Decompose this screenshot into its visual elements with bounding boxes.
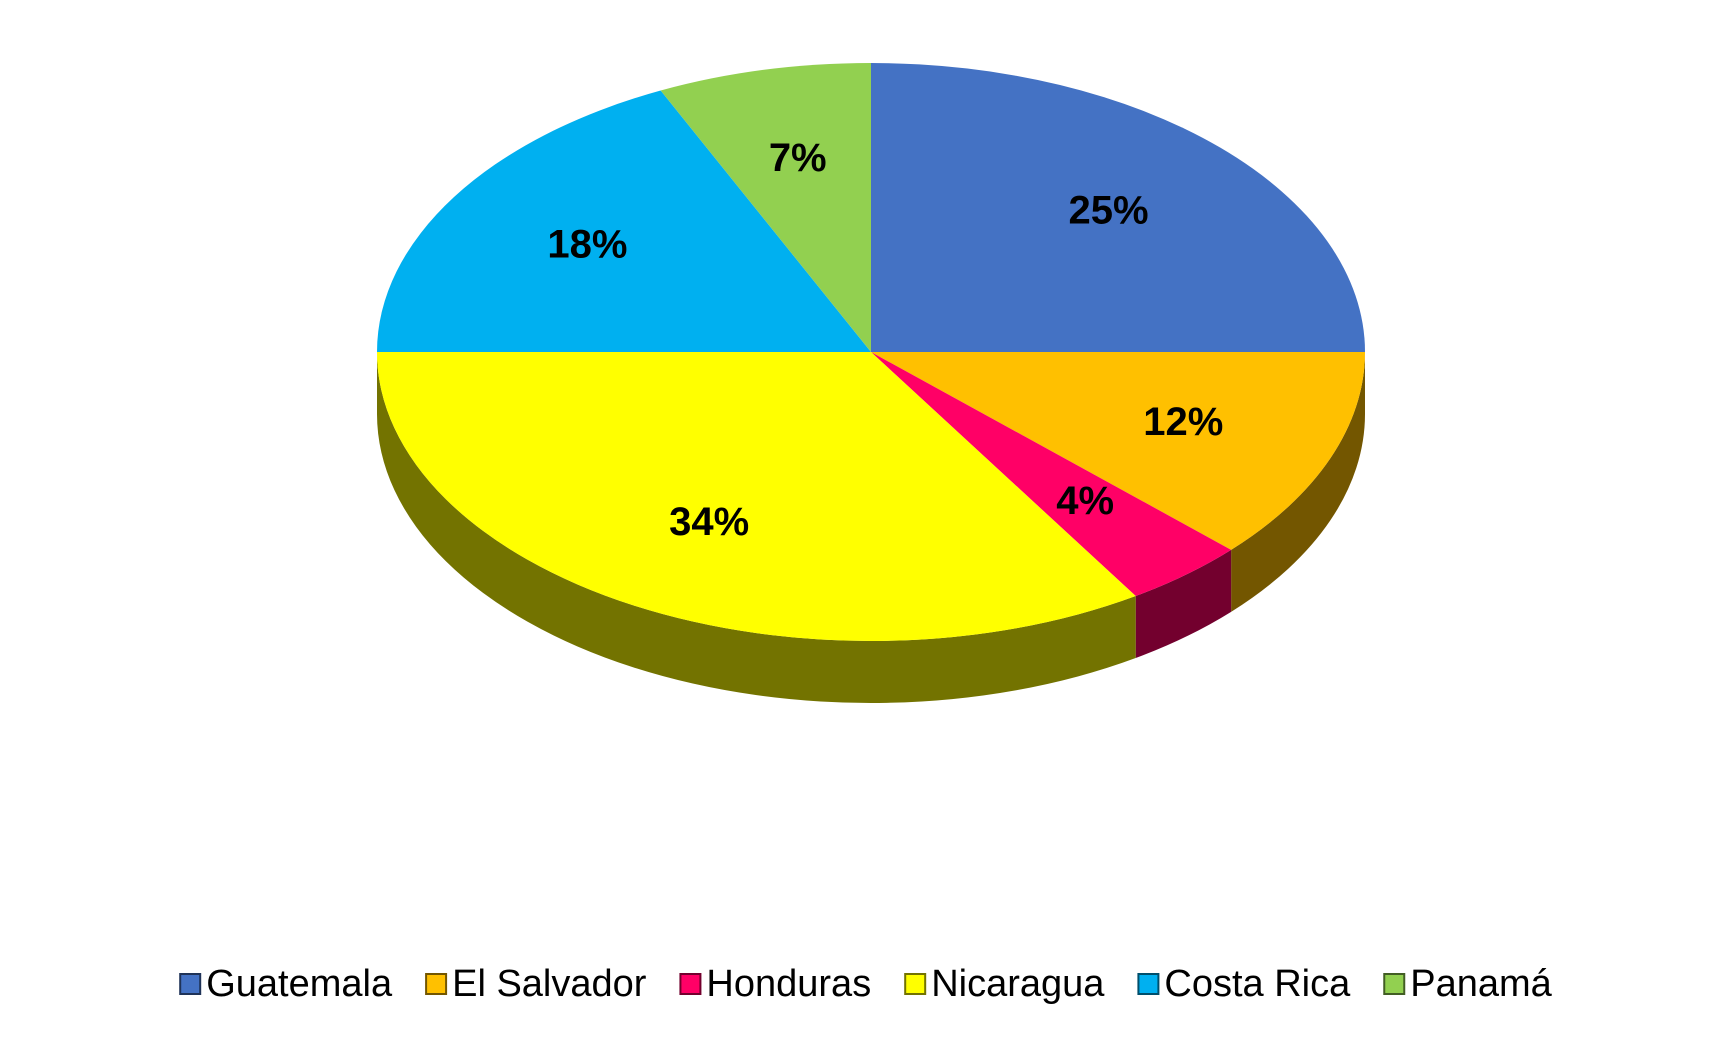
legend-label: El Salvador — [452, 963, 647, 1005]
pie-side — [1231, 352, 1365, 612]
pie-slice — [377, 352, 1136, 641]
pie-side — [377, 352, 1136, 703]
data-label: 18% — [547, 222, 627, 266]
data-label: 12% — [1143, 400, 1223, 444]
pie-slice — [871, 63, 1365, 352]
legend-swatch — [904, 973, 927, 995]
legend-label: Guatemala — [206, 963, 393, 1005]
pie-slice — [377, 90, 871, 353]
legend-label: Panamá — [1410, 963, 1552, 1005]
legend-swatch — [425, 973, 448, 995]
legend-swatch — [1383, 973, 1406, 995]
legend: Guatemala El Salvador Honduras Nicaragua Cos… — [179, 963, 1553, 1005]
legend-swatch — [679, 973, 702, 995]
legend-label: Nicaragua — [931, 963, 1105, 1005]
data-label: 25% — [1069, 189, 1149, 233]
pie-side — [1135, 549, 1232, 659]
legend-label: Honduras — [706, 963, 871, 1005]
pie-slice — [660, 63, 871, 352]
data-label: 34% — [669, 500, 749, 544]
data-label: 7% — [769, 136, 827, 180]
pie-slice — [871, 352, 1365, 550]
legend-swatch — [1137, 973, 1160, 995]
pie-slice — [871, 352, 1232, 597]
legend-swatch — [179, 973, 202, 995]
legend-label: Costa Rica — [1164, 963, 1351, 1005]
data-label: 4% — [1056, 479, 1114, 523]
